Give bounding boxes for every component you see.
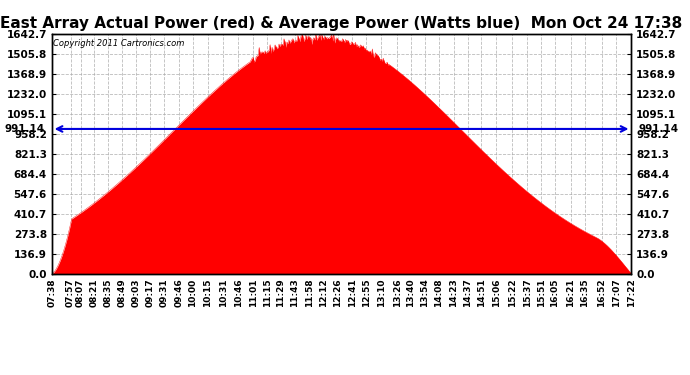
Title: East Array Actual Power (red) & Average Power (Watts blue)  Mon Oct 24 17:38: East Array Actual Power (red) & Average … bbox=[1, 16, 682, 31]
Text: 991.14: 991.14 bbox=[638, 124, 678, 134]
Text: 991.14: 991.14 bbox=[5, 124, 45, 134]
Text: Copyright 2011 Cartronics.com: Copyright 2011 Cartronics.com bbox=[53, 39, 184, 48]
